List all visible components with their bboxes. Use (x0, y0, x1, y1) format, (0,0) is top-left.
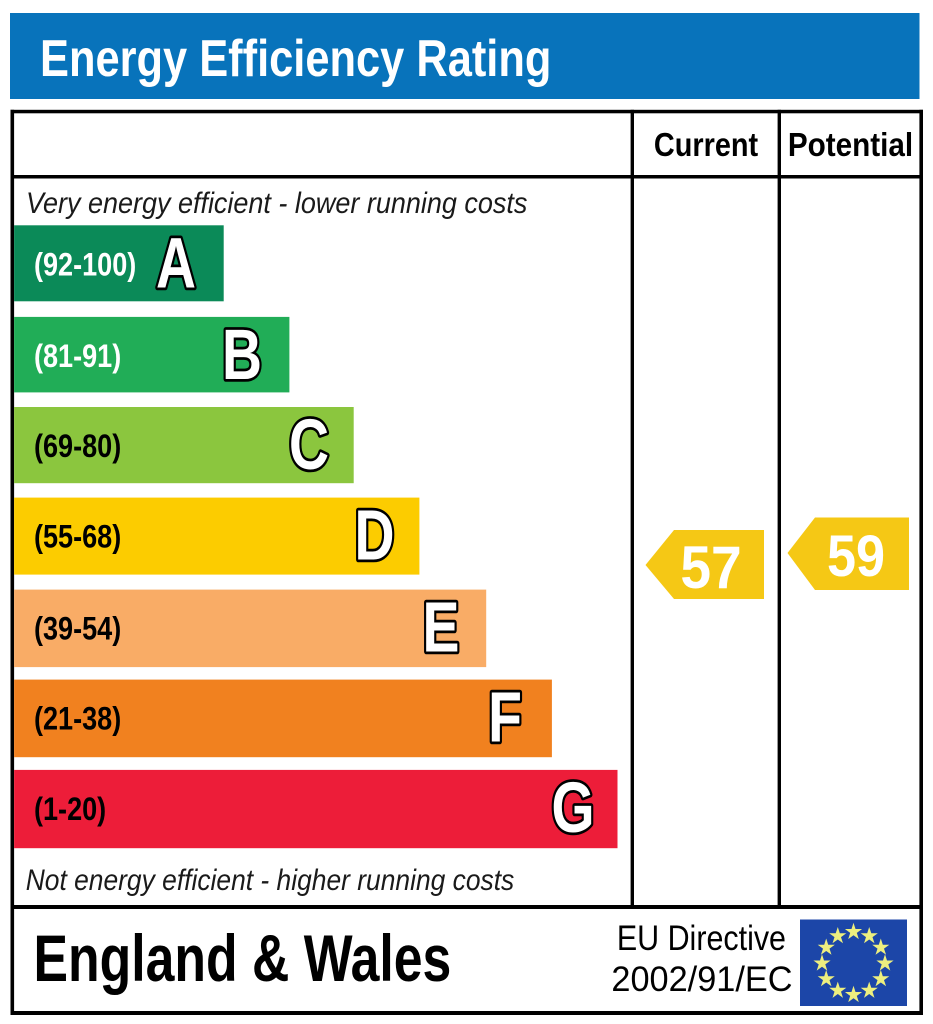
svg-text:England & Wales: England & Wales (34, 921, 452, 996)
svg-text:Very energy efficient - lower: Very energy efficient - lower running co… (26, 187, 527, 221)
svg-text:Energy Efficiency Rating: Energy Efficiency Rating (40, 30, 551, 88)
svg-text:(69-80): (69-80) (34, 429, 121, 465)
svg-text:EU Directive: EU Directive (617, 918, 786, 957)
svg-text:G: G (551, 768, 594, 847)
svg-text:Potential: Potential (788, 127, 913, 164)
svg-text:D: D (355, 496, 395, 575)
svg-text:(81-91): (81-91) (34, 339, 121, 375)
svg-text:(92-100): (92-100) (34, 247, 136, 283)
svg-text:Not energy efficient - higher: Not energy efficient - higher running co… (26, 862, 515, 896)
svg-text:Current: Current (654, 126, 758, 163)
svg-text:57: 57 (680, 535, 741, 602)
svg-text:59: 59 (827, 523, 885, 588)
svg-text:B: B (222, 315, 262, 394)
svg-text:(39-54): (39-54) (34, 611, 121, 647)
svg-text:C: C (289, 405, 329, 484)
svg-text:A: A (156, 224, 196, 303)
svg-text:2002/91/EC: 2002/91/EC (611, 961, 792, 999)
svg-text:(21-38): (21-38) (34, 701, 121, 737)
svg-text:E: E (423, 588, 460, 667)
svg-text:(55-68): (55-68) (34, 519, 121, 555)
svg-text:F: F (488, 678, 522, 757)
svg-text:(1-20): (1-20) (34, 792, 106, 828)
